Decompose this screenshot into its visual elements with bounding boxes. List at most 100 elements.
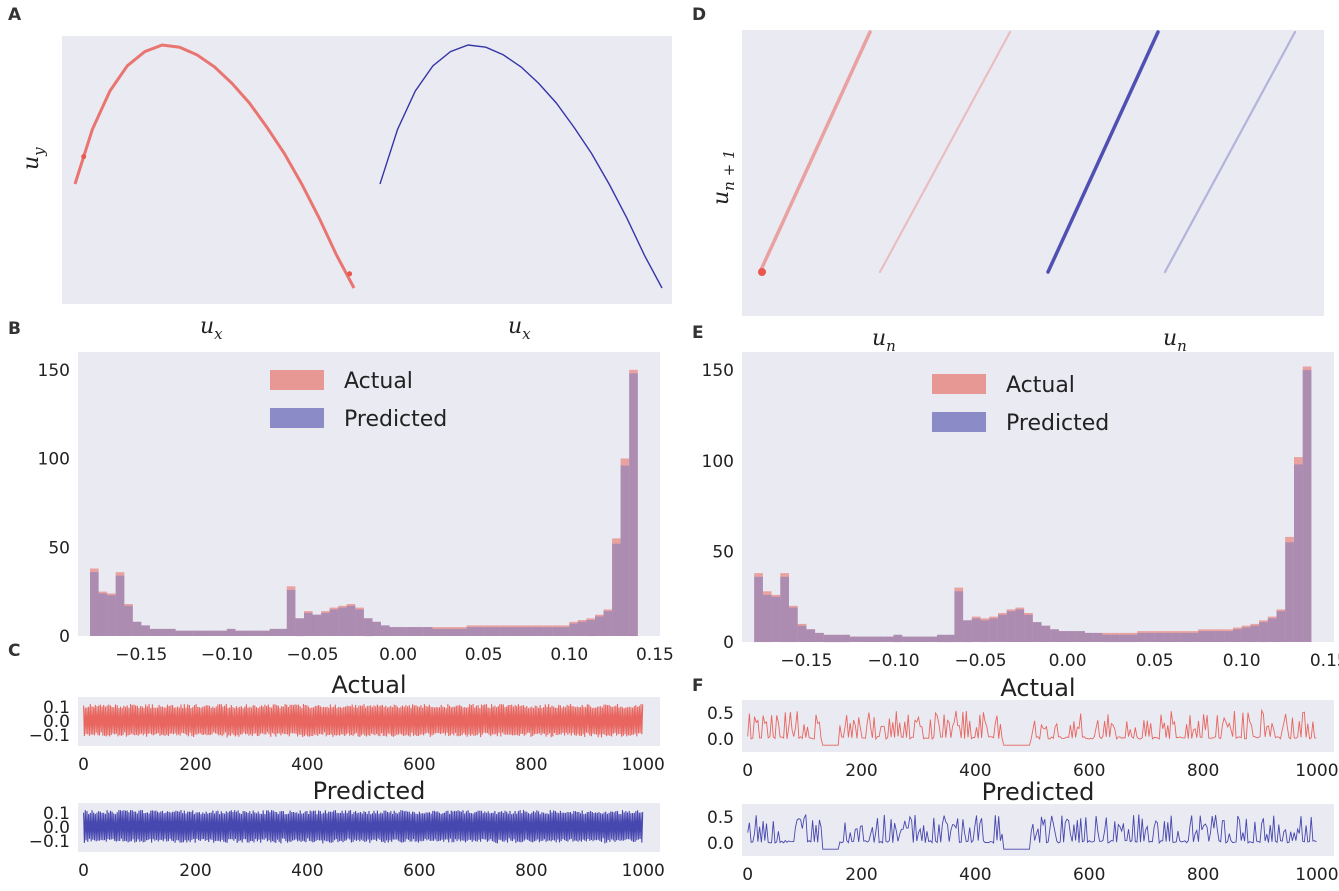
bar-predicted bbox=[1224, 631, 1233, 642]
bar-predicted bbox=[363, 618, 373, 637]
xlabel-a-left: ux bbox=[200, 314, 223, 343]
bar-predicted bbox=[458, 628, 467, 636]
bar-predicted bbox=[184, 630, 193, 636]
bar-predicted bbox=[919, 636, 929, 642]
bar-predicted bbox=[261, 630, 270, 636]
xtick-label: 0.05 bbox=[465, 645, 503, 665]
bar-predicted bbox=[954, 591, 964, 643]
bar-predicted bbox=[1294, 464, 1303, 642]
panel-f: F Actual 0.5 0.0 0 200 400 600 800 1000 Predicte… bbox=[692, 674, 1339, 885]
bar-predicted bbox=[980, 620, 990, 643]
bar-predicted bbox=[1006, 611, 1016, 642]
timeseries-c-predicted: Predicted 0.10.0−0.1 0 200 400 600 800 1000 bbox=[29, 777, 665, 881]
bar-predicted bbox=[1024, 614, 1033, 642]
xtick-label: 1000 bbox=[622, 755, 665, 775]
panel-label-e: E bbox=[692, 323, 704, 343]
bar-predicted bbox=[423, 627, 433, 636]
bar-predicted bbox=[500, 627, 510, 636]
bar-predicted bbox=[252, 630, 262, 636]
bar-predicted bbox=[1259, 622, 1268, 642]
bar-predicted bbox=[963, 620, 972, 643]
legend-label-actual: Actual bbox=[1006, 373, 1075, 398]
xtick-label: 800 bbox=[515, 755, 547, 775]
bar-predicted bbox=[789, 607, 798, 642]
bar-predicted bbox=[1172, 632, 1181, 642]
series-line-predicted bbox=[747, 814, 1317, 850]
ytick-label: 100 bbox=[38, 450, 70, 470]
ytick-label: −0.1 bbox=[29, 832, 70, 852]
xtick-label: 200 bbox=[179, 755, 211, 775]
bar-predicted bbox=[815, 632, 824, 642]
xtick-label: 600 bbox=[403, 755, 435, 775]
bar-predicted bbox=[226, 628, 236, 636]
branch-d-actual bbox=[878, 30, 1012, 274]
xtick-label: −0.15 bbox=[780, 651, 832, 671]
bar-predicted bbox=[492, 627, 501, 636]
bar-predicted bbox=[475, 627, 484, 636]
bar-predicted bbox=[1267, 618, 1277, 642]
bar-predicted bbox=[141, 625, 150, 636]
scatter-d bbox=[758, 30, 1297, 276]
xtick-label: 0.00 bbox=[379, 645, 417, 665]
bar-predicted bbox=[406, 627, 416, 636]
timeseries-f-predicted: Predicted 0.5 0.0 0 200 400 600 800 1000 bbox=[707, 778, 1339, 885]
panel-b: B 0 50 100 150 −0.15 −0.10 −0.05 0.00 0.05 0.10 0.… bbox=[8, 319, 674, 665]
bar-predicted bbox=[1102, 634, 1112, 643]
bar-predicted bbox=[762, 594, 772, 642]
xtick-label: 1000 bbox=[1295, 761, 1338, 781]
bar-predicted bbox=[1119, 634, 1129, 643]
bar-predicted bbox=[329, 609, 339, 636]
bar-predicted bbox=[971, 618, 981, 642]
xtick-label: 0.15 bbox=[636, 645, 674, 665]
bar-predicted bbox=[90, 572, 99, 636]
xtick-label: 0.05 bbox=[1136, 651, 1174, 671]
bar-predicted bbox=[1215, 631, 1225, 642]
xtick-label: 800 bbox=[1187, 761, 1219, 781]
bar-predicted bbox=[192, 630, 202, 636]
ylabel-d: un + 1 bbox=[709, 150, 738, 205]
bar-predicted bbox=[1128, 634, 1138, 643]
bar-predicted bbox=[355, 609, 364, 636]
bar-predicted bbox=[124, 605, 133, 636]
xtick-label: 0 bbox=[78, 755, 89, 775]
bar-predicted bbox=[158, 628, 168, 636]
ytick-label: 0 bbox=[723, 633, 734, 653]
bar-predicted bbox=[389, 627, 399, 636]
bar-predicted bbox=[321, 612, 330, 636]
xtick-label: 400 bbox=[959, 865, 991, 885]
plot-area-a bbox=[62, 36, 672, 304]
xtick-label: 0.15 bbox=[1310, 651, 1339, 671]
bar-predicted bbox=[1015, 609, 1025, 642]
ytick-label: 0.1 bbox=[43, 804, 70, 824]
bar-predicted bbox=[517, 627, 527, 636]
bar-predicted bbox=[235, 630, 245, 636]
xtick-label: 200 bbox=[179, 861, 211, 881]
bar-predicted bbox=[603, 611, 613, 636]
bar-predicted bbox=[1206, 631, 1216, 642]
legend-label-predicted: Predicted bbox=[1006, 411, 1109, 436]
legend-swatch-actual bbox=[932, 374, 986, 394]
xtick-label: 200 bbox=[845, 761, 877, 781]
plot-area-d bbox=[742, 30, 1324, 316]
bar-predicted bbox=[1093, 632, 1103, 642]
xtick-label: −0.10 bbox=[867, 651, 919, 671]
xtick-label: 0 bbox=[78, 861, 89, 881]
series-line-actual bbox=[83, 703, 644, 738]
ytick-label: 0.0 bbox=[43, 818, 70, 838]
bar-predicted bbox=[312, 614, 322, 636]
bar-predicted bbox=[595, 616, 604, 636]
plot-area bbox=[742, 700, 1334, 752]
bar-predicted bbox=[440, 628, 450, 636]
bar-predicted bbox=[535, 627, 544, 636]
point-a-actual bbox=[347, 271, 353, 277]
xtick-label: 600 bbox=[1073, 761, 1105, 781]
bar-predicted bbox=[858, 636, 868, 642]
histogram-e: 0 50 100 150 −0.15 −0.10 −0.05 0.00 0.05 0.10 0.15… bbox=[702, 361, 1339, 671]
bar-predicted bbox=[1067, 631, 1077, 642]
bar-predicted bbox=[552, 627, 561, 636]
bar-predicted bbox=[466, 627, 476, 636]
xtick-label: 400 bbox=[291, 861, 323, 881]
ytick-label: 50 bbox=[712, 542, 734, 562]
bar-predicted bbox=[884, 636, 894, 642]
bar-predicted bbox=[806, 629, 816, 642]
